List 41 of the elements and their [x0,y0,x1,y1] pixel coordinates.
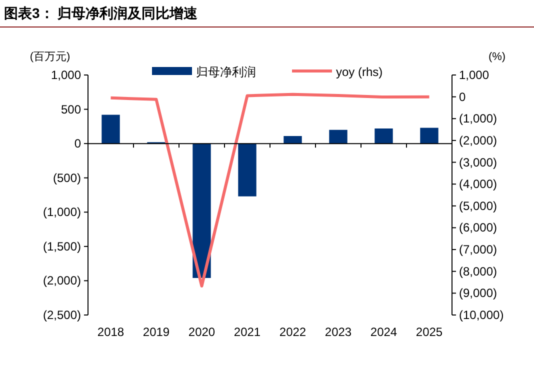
y2-axis-title: (%) [488,51,506,63]
y2-tick-label: 0 [459,90,466,104]
y-tick-label: 0 [74,136,82,151]
y-tick-label: (2,000) [42,274,81,288]
y2-tick-label: (7,000) [459,242,498,257]
bar [374,128,393,144]
y2-tick-label: (8,000) [459,264,498,278]
bar [420,128,438,144]
y2-tick-label: 1,000 [459,68,490,82]
x-tick-label: 2022 [279,325,306,339]
y2-tick-label: (4,000) [459,177,498,192]
y-tick-label: (1,000) [42,205,81,220]
x-tick-label: 2023 [324,325,352,339]
y2-tick-label: (10,000) [459,308,504,322]
legend-label: 归母净利润 [196,65,256,79]
y-tick-label: 1,000 [50,68,82,82]
bar [102,114,120,144]
y2-tick-label: (3,000) [459,155,498,170]
y2-tick-label: (2,000) [459,133,498,148]
y-tick-label: (500) [52,170,81,185]
y2-tick-label: (9,000) [459,286,498,300]
legend-label: yoy (rhs) [336,65,383,79]
y2-tick-label: (5,000) [459,198,498,213]
chart-title: 图表3： 归母净利润及同比增速 [4,5,199,21]
bar [329,130,348,144]
bar [238,144,256,196]
y-axis-title: (百万元) [30,51,70,63]
x-tick-label: 2018 [97,325,124,339]
y-tick-label: (2,500) [42,308,81,322]
y2-tick-label: (6,000) [459,220,498,235]
x-tick-label: 2021 [234,325,261,339]
x-tick-label: 2024 [370,325,398,339]
bar [192,144,211,278]
y-tick-label: 500 [60,102,82,116]
x-tick-label: 2025 [416,325,443,339]
bar [284,136,302,144]
y2-tick-label: (1,000) [459,112,498,126]
line-series [109,92,431,288]
x-tick-label: 2019 [142,325,170,339]
y-tick-label: (1,500) [42,239,81,254]
x-tick-label: 2020 [188,325,216,339]
